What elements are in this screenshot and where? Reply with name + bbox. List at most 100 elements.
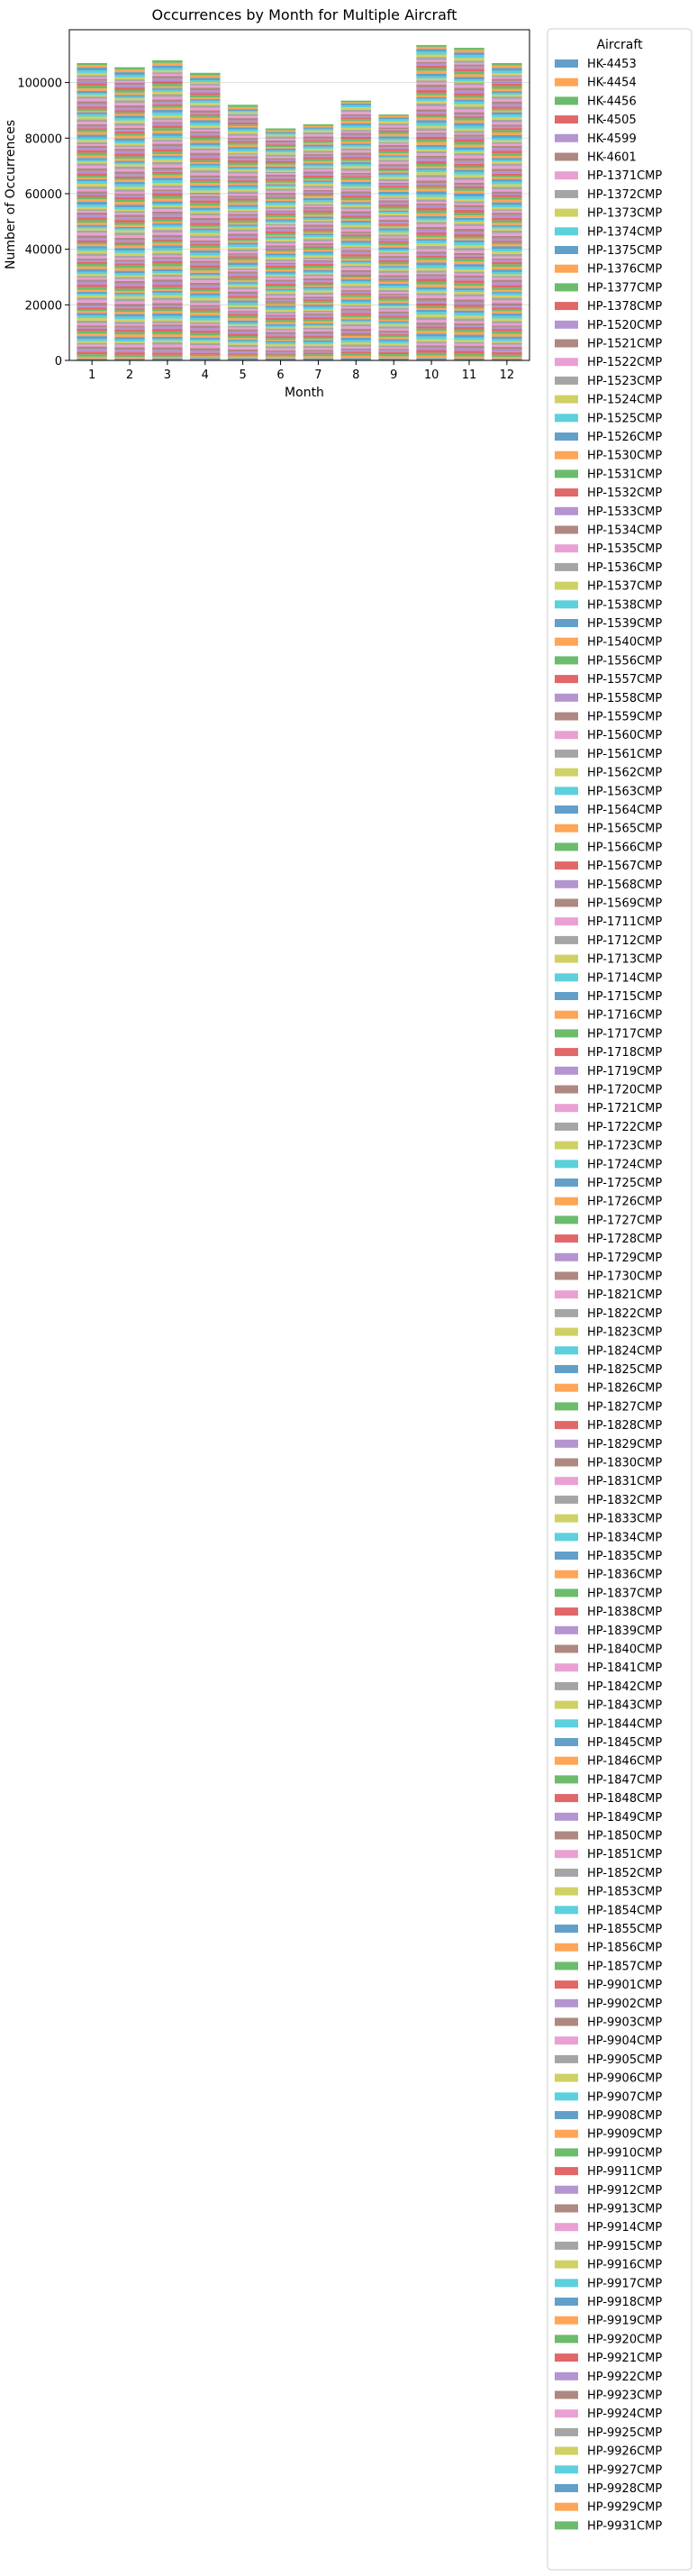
bar-segment	[340, 105, 372, 108]
bar-segment	[454, 97, 484, 100]
bar-segment	[227, 120, 258, 123]
bar-segment	[114, 293, 145, 295]
bar-segment	[265, 205, 296, 207]
bar-segment	[227, 182, 258, 184]
bar-segment	[303, 324, 334, 326]
bar-segment	[492, 339, 522, 341]
legend-label: HP-1722CMP	[587, 1121, 662, 1134]
legend-label: HP-9910CMP	[587, 2146, 662, 2160]
x-tick-label: 1	[88, 369, 95, 382]
legend-label: HK-4454	[587, 77, 637, 90]
bar-segment	[265, 245, 296, 248]
bar-segment	[77, 230, 107, 233]
bar-segment	[227, 109, 258, 112]
bar-segment	[492, 267, 522, 270]
bar-segment	[340, 291, 372, 294]
bar-segment	[77, 266, 107, 269]
legend-swatch	[555, 1066, 578, 1075]
legend-swatch	[555, 1179, 578, 1187]
bar-segment	[340, 332, 372, 335]
bar-segment	[454, 81, 484, 84]
bar-segment	[416, 109, 447, 113]
bar-segment	[340, 331, 372, 333]
legend-swatch	[555, 2409, 578, 2418]
bar-segment	[114, 168, 145, 172]
x-tick-label: 10	[424, 369, 439, 382]
bar-segment	[340, 296, 372, 300]
bar-segment	[416, 232, 447, 235]
bar-segment	[77, 177, 107, 179]
bar-segment	[265, 271, 296, 274]
bar-segment	[303, 194, 334, 196]
bar-segment	[152, 141, 183, 144]
bar-segment	[265, 187, 296, 189]
bar-segment	[227, 215, 258, 219]
legend-label: HP-1557CMP	[587, 673, 662, 687]
bar-segment	[190, 245, 221, 249]
bar-segment	[454, 116, 484, 119]
bar-segment	[492, 220, 522, 223]
bar-segment	[114, 265, 145, 269]
bar-segment	[227, 235, 258, 239]
legend-label: HP-1559CMP	[587, 711, 662, 724]
bar-segment	[378, 295, 409, 297]
bar-segment	[190, 327, 221, 331]
bar-segment	[378, 222, 409, 224]
x-tick-label: 6	[276, 369, 284, 382]
bar-segment	[152, 289, 183, 291]
bar-segment	[114, 95, 145, 97]
bar-segment	[152, 81, 183, 85]
bar-segment	[378, 351, 409, 355]
legend-label: HP-1556CMP	[587, 654, 662, 668]
legend-swatch	[555, 656, 578, 665]
legend-label: HP-9927CMP	[587, 2463, 662, 2477]
bar-segment	[227, 227, 258, 230]
bar-segment	[227, 169, 258, 172]
bar-segment	[492, 195, 522, 197]
bar-segment	[77, 112, 107, 114]
bar-segment	[265, 180, 296, 183]
bar-segment	[303, 278, 334, 281]
bar-segment	[492, 246, 522, 250]
legend-label: HP-1569CMP	[587, 897, 662, 911]
bar-segment	[114, 125, 145, 128]
bar-segment	[227, 251, 258, 254]
bar-segment	[77, 170, 107, 174]
bar-segment	[454, 248, 484, 251]
bar-segment	[340, 301, 372, 305]
bar-segment	[492, 140, 522, 142]
bar-segment	[416, 114, 447, 116]
bar-segment	[340, 234, 372, 237]
bar-segment	[416, 49, 447, 52]
bar-segment	[378, 238, 409, 240]
bar-segment	[416, 65, 447, 68]
bar-segment	[152, 173, 183, 176]
bar-segment	[454, 340, 484, 342]
bar-segment	[303, 221, 334, 223]
bar-segment	[454, 106, 484, 110]
bar-segment	[492, 241, 522, 243]
bar-segment	[303, 263, 334, 267]
bar-segment	[340, 204, 372, 205]
bar-segment	[492, 148, 522, 151]
bar-segment	[77, 150, 107, 153]
bar-segment	[77, 315, 107, 318]
bar-segment	[378, 169, 409, 171]
bar-segment	[454, 134, 484, 137]
y-axis-label: Number of Occurrences	[4, 120, 18, 269]
bar-segment	[454, 259, 484, 262]
bar-segment	[340, 208, 372, 212]
bar-segment	[114, 347, 145, 350]
bar-segment	[340, 215, 372, 218]
bar-segment	[340, 119, 372, 122]
bar-segment	[190, 310, 221, 314]
bar-segment	[378, 228, 409, 231]
bar-segment	[303, 314, 334, 315]
bar-segment	[152, 149, 183, 152]
legend-label: HP-9913CMP	[587, 2203, 662, 2216]
bar-segment	[416, 158, 447, 161]
bar-segment	[340, 274, 372, 277]
bar-segment	[265, 173, 296, 176]
bar-segment	[378, 180, 409, 183]
bar-segment	[340, 238, 372, 241]
